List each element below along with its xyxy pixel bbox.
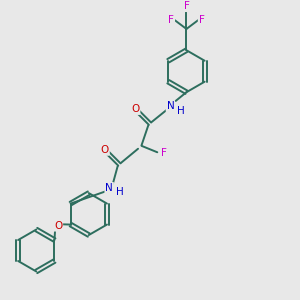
Text: O: O [131, 104, 140, 114]
Text: F: F [168, 15, 174, 25]
Text: N: N [105, 183, 113, 193]
Text: O: O [101, 145, 109, 155]
Text: N: N [167, 101, 174, 111]
Text: F: F [161, 148, 167, 158]
Text: F: F [199, 15, 205, 25]
Text: H: H [116, 187, 123, 197]
Text: H: H [177, 106, 184, 116]
Text: O: O [54, 221, 62, 231]
Text: F: F [184, 1, 189, 11]
